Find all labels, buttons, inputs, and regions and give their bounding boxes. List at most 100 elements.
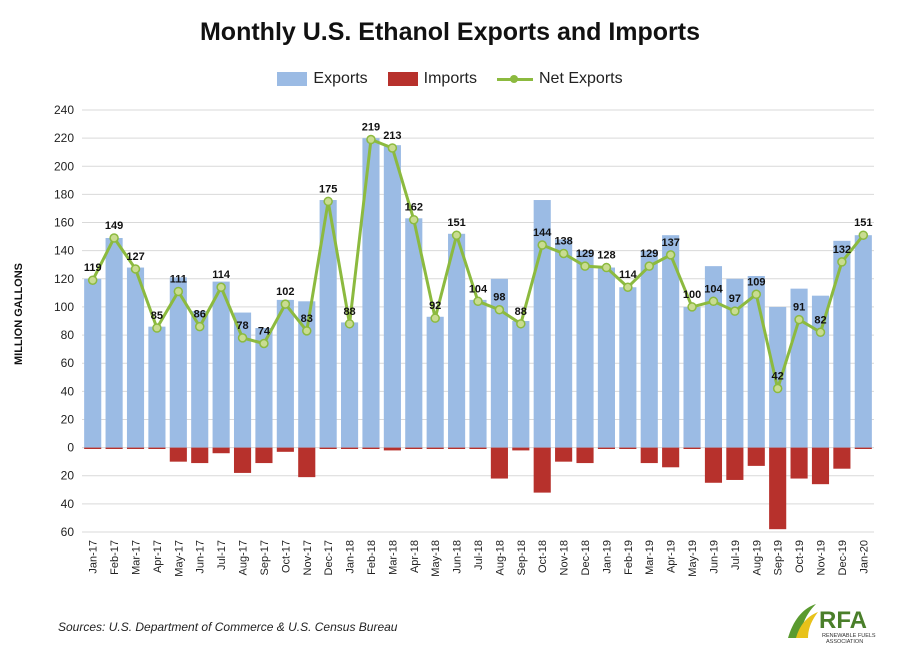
net-exports-point [858,230,869,240]
net-exports-point [473,296,483,307]
net-exports-point [837,257,847,267]
data-label: 138 [554,235,572,247]
import-bar [362,447,380,450]
legend-item-net-exports: Net Exports [497,70,623,88]
x-tick-label: Feb-18 [366,540,378,575]
export-bar [726,278,744,448]
import-bar [726,447,744,480]
import-bar [662,447,680,468]
legend-swatch-imports [387,72,418,86]
x-tick-label: Jun-18 [452,540,464,574]
rfa-logo-subtitle-2: ASSOCIATION [826,639,863,645]
x-tick-label: Oct-19 [794,540,806,573]
data-label: 132 [833,244,851,256]
chart-plot-area: 2402202001801601401201008060402002040601… [54,103,874,577]
net-exports-point [130,264,141,274]
data-label: 104 [469,283,488,295]
import-bar [854,447,872,450]
legend-label-imports: Imports [423,70,477,87]
chart-title: Monthly U.S. Ethanol Exports and Imports [199,18,701,46]
data-label: 74 [258,326,271,338]
import-bar [790,447,808,479]
import-bar [255,447,273,464]
data-label: 149 [105,220,123,232]
x-tick-label: Jan-20 [858,540,870,574]
data-label: 162 [405,202,423,214]
x-tick-label: Mar-18 [387,540,399,575]
net-exports-point [259,338,269,349]
net-exports-point [537,240,547,250]
import-bar [555,447,573,462]
import-bar [576,447,594,464]
export-bar [576,250,594,448]
x-tick-label: Apr-19 [666,540,678,573]
export-bar [555,239,573,448]
data-label: 82 [814,314,826,326]
x-tick-label: May-17 [173,540,185,577]
import-bar [769,447,787,530]
export-bar [512,321,530,448]
net-exports-point [494,304,505,315]
export-bar [212,281,230,448]
x-tick-label: Nov-19 [815,540,827,575]
net-exports-point [708,296,719,307]
export-bar [105,238,123,448]
y-tick-label: 40 [61,384,75,398]
x-tick-label: Feb-19 [623,540,635,575]
net-exports-point [558,248,569,259]
legend-label-exports: Exports [313,70,368,87]
data-label: 151 [447,217,465,229]
import-bar [833,447,851,469]
x-tick-label: Sep-19 [773,540,785,575]
legend-label-net-exports: Net Exports [539,70,623,87]
import-bar [105,447,123,450]
export-bar [619,287,637,448]
data-label: 88 [343,306,355,318]
export-bar [319,200,337,448]
net-exports-point [730,306,740,316]
net-exports-point [751,289,762,300]
rfa-logo-mark [788,604,818,638]
net-exports-point [580,261,590,271]
data-label: 109 [747,276,765,288]
export-bar [298,301,316,448]
import-bar [683,447,701,450]
source-note: Sources: U.S. Department of Commerce & U… [58,620,398,634]
net-exports-point [430,313,440,323]
x-tick-label: Jul-17 [216,540,228,570]
import-bar [319,447,337,450]
export-bar [597,267,615,448]
export-bar [769,306,787,448]
y-tick-label: 240 [54,103,74,117]
net-exports-point [323,196,333,207]
net-exports-point [152,323,162,333]
data-label: 111 [170,273,187,285]
export-bar [191,311,209,448]
x-tick-label: Jan-19 [601,540,613,574]
net-exports-point [794,314,804,325]
export-bar [704,266,723,448]
net-exports-point [366,134,376,145]
x-tick-label: Oct-17 [280,540,292,573]
net-exports-point [815,327,826,338]
net-exports-point [344,319,355,329]
export-bar [233,312,252,448]
net-exports-point [194,321,205,332]
import-bar [126,447,145,450]
net-exports-point [623,282,633,292]
net-exports-point [173,286,184,297]
export-bar [640,250,658,448]
export-bar [126,267,145,448]
export-bar [405,218,423,448]
y-tick-label: 20 [61,412,75,426]
data-label: 151 [854,217,872,229]
data-label: 129 [576,248,594,260]
chart-legend: Exports Imports Net Exports [0,70,900,88]
x-tick-label: Oct-18 [537,540,549,573]
import-bar [640,447,658,464]
y-tick-label: 100 [54,300,74,314]
data-label: 102 [276,286,294,298]
net-exports-point [601,262,612,273]
net-exports-point [772,383,783,394]
data-label: 213 [383,130,401,142]
